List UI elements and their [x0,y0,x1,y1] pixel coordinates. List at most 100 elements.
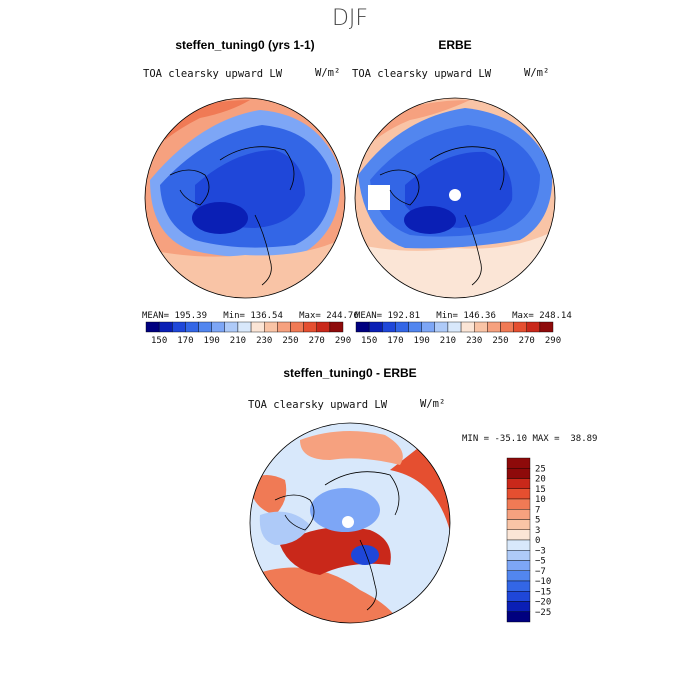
panel2-colorbar-swatch [434,321,449,333]
panel3-title: steffen_tuning0 - ERBE [283,366,417,380]
panel3-colorbar-swatch [506,601,531,612]
panel3-region-west-red [252,475,287,515]
panel2-colorbar-tick-label: 250 [492,336,508,346]
panel1-colorbar-tick-label: 210 [230,336,246,346]
panel1-map [145,98,345,298]
panel1-colorbar-tick-label: 190 [204,336,220,346]
panel3-map-border [249,422,451,624]
panel3-stats: MIN = -35.10 MAX = 38.89 [462,434,598,444]
panel3-colorbar-swatch [506,570,531,582]
panel3-colorbar-tick-label: 10 [535,495,546,505]
panel1-map-border [144,97,346,299]
panel1-region-warm-south [145,240,345,298]
panel3-colorbar-swatch [506,580,531,592]
panel1-colorbar-swatch [264,321,278,333]
panel3-region-light-west [259,511,310,545]
panel1-colorbar-swatch [316,321,331,333]
panel2-region-warm-south [355,232,555,298]
panel3-colorbar-tick-label: −20 [535,598,551,608]
panel2-colorbar-swatch [382,321,396,333]
panel2-colorbar-tick-label: 230 [466,336,482,346]
panel2-colorbar-swatch [500,321,514,333]
panel3-colorbar-tick-label: 20 [535,475,546,485]
panel2-colorbar-swatch [368,321,383,333]
panel2-colorbar-tick-label: 210 [440,336,456,346]
panel2-colorbar-tick-label: 190 [414,336,430,346]
panel3-colorbar-tick-label: 25 [535,464,546,474]
panel3-colorbar-tick-label: −3 [535,546,546,556]
panel1-colorbar-swatch [145,321,160,333]
panel1-units-label: W/m² [315,67,341,79]
panel3-colorbar-tick-label: 3 [535,526,540,536]
panel1-colorbar-swatch [290,321,304,333]
panel3-colorbar-swatch [506,539,531,551]
panel3-colorbar-swatch [506,457,531,469]
panel2-map-border [354,97,556,299]
panel3-colorbar-tick-label: 7 [535,505,540,515]
panel2-colorbar-swatch [526,321,541,333]
panel3-colorbar-tick-label: 5 [535,516,540,526]
panel3-colorbar-swatch [506,498,531,510]
panel1-stats: MEAN= 195.39 Min= 136.54 Max= 244.76 [142,311,359,321]
panel1-colorbar-swatch [250,321,265,333]
panel3-variable-label: TOA clearsky upward LW [248,399,388,411]
panel2-map [355,98,555,298]
panel1-colorbar-swatch [329,321,344,333]
panel2-colorbar-swatch [487,321,501,333]
panel1-colorbar-tick-label: 150 [151,336,167,346]
panel3-colorbar-tick-label: 15 [535,485,546,495]
panel3-region-cool-core [351,545,379,565]
panel3-colorbar-swatch [506,560,531,571]
panel3-colorbar-swatch [506,478,531,489]
panel2-colorbar-tick-label: 290 [545,336,561,346]
panel3-coast [274,471,400,611]
panel2-variable-label: TOA clearsky upward LW [352,68,492,80]
panel2-colorbar-swatch [513,321,527,333]
panel1-colorbar-swatch [158,321,173,333]
panel2-colorbar-swatch [474,321,488,333]
panel3-colorbar-swatch [506,591,531,602]
panel3-colorbar-swatch [506,519,531,530]
panel2-greenland-patch [368,185,390,210]
panel2-colorbar-swatch [460,321,475,333]
panel2-colorbar-swatch [447,321,462,333]
panel1-variable-label: TOA clearsky upward LW [143,68,283,80]
panel3-colorbar-swatch [506,468,531,479]
panel1-colorbar-tick-label: 270 [309,336,325,346]
panel2-colorbar-swatch [408,321,422,333]
panel2-stats: MEAN= 192.81 Min= 146.36 Max= 248.14 [355,311,572,321]
panel1-region-core [192,202,248,234]
panel1-colorbar-swatch [237,321,252,333]
panel1-colorbar-tick-label: 230 [256,336,272,346]
panel2-coast [379,146,505,286]
figure-title: DJF [331,6,369,31]
panel2-colorbar-swatch [355,321,370,333]
panel1-colorbar-tick-label: 290 [335,336,351,346]
panel1-title: steffen_tuning0 (yrs 1-1) [175,38,315,52]
panel1-coast [169,146,295,286]
panel3-units-label: W/m² [420,398,446,410]
panel1-colorbar-tick-label: 170 [177,336,193,346]
panel1-colorbar-swatch [211,321,226,333]
panel2-region-core [404,206,456,234]
panel2-colorbar-swatch [421,321,435,333]
panel2-title: ERBE [438,38,472,52]
panel1-colorbar-swatch [172,321,186,333]
panel3-colorbar-swatch [506,611,531,623]
panel3-colorbar-tick-label: 0 [535,536,540,546]
panel2-colorbar-tick-label: 270 [519,336,535,346]
panel3-colorbar-tick-label: −10 [535,577,551,587]
panel3-colorbar-swatch [506,550,531,561]
panel2-colorbar-tick-label: 170 [387,336,403,346]
panel3-colorbar-swatch [506,488,531,500]
panel3-pole-hole [342,516,354,528]
panel1-colorbar-swatch [185,321,199,333]
panel3-region-north-red [300,431,403,465]
panel2-pole-hole [449,189,461,201]
panel1-colorbar-tick-label: 250 [282,336,298,346]
panel2-colorbar-tick-label: 150 [361,336,377,346]
panel2-units-label: W/m² [524,67,550,79]
panel2-colorbar-swatch [539,321,554,333]
panel3-colorbar-tick-label: −7 [535,567,546,577]
